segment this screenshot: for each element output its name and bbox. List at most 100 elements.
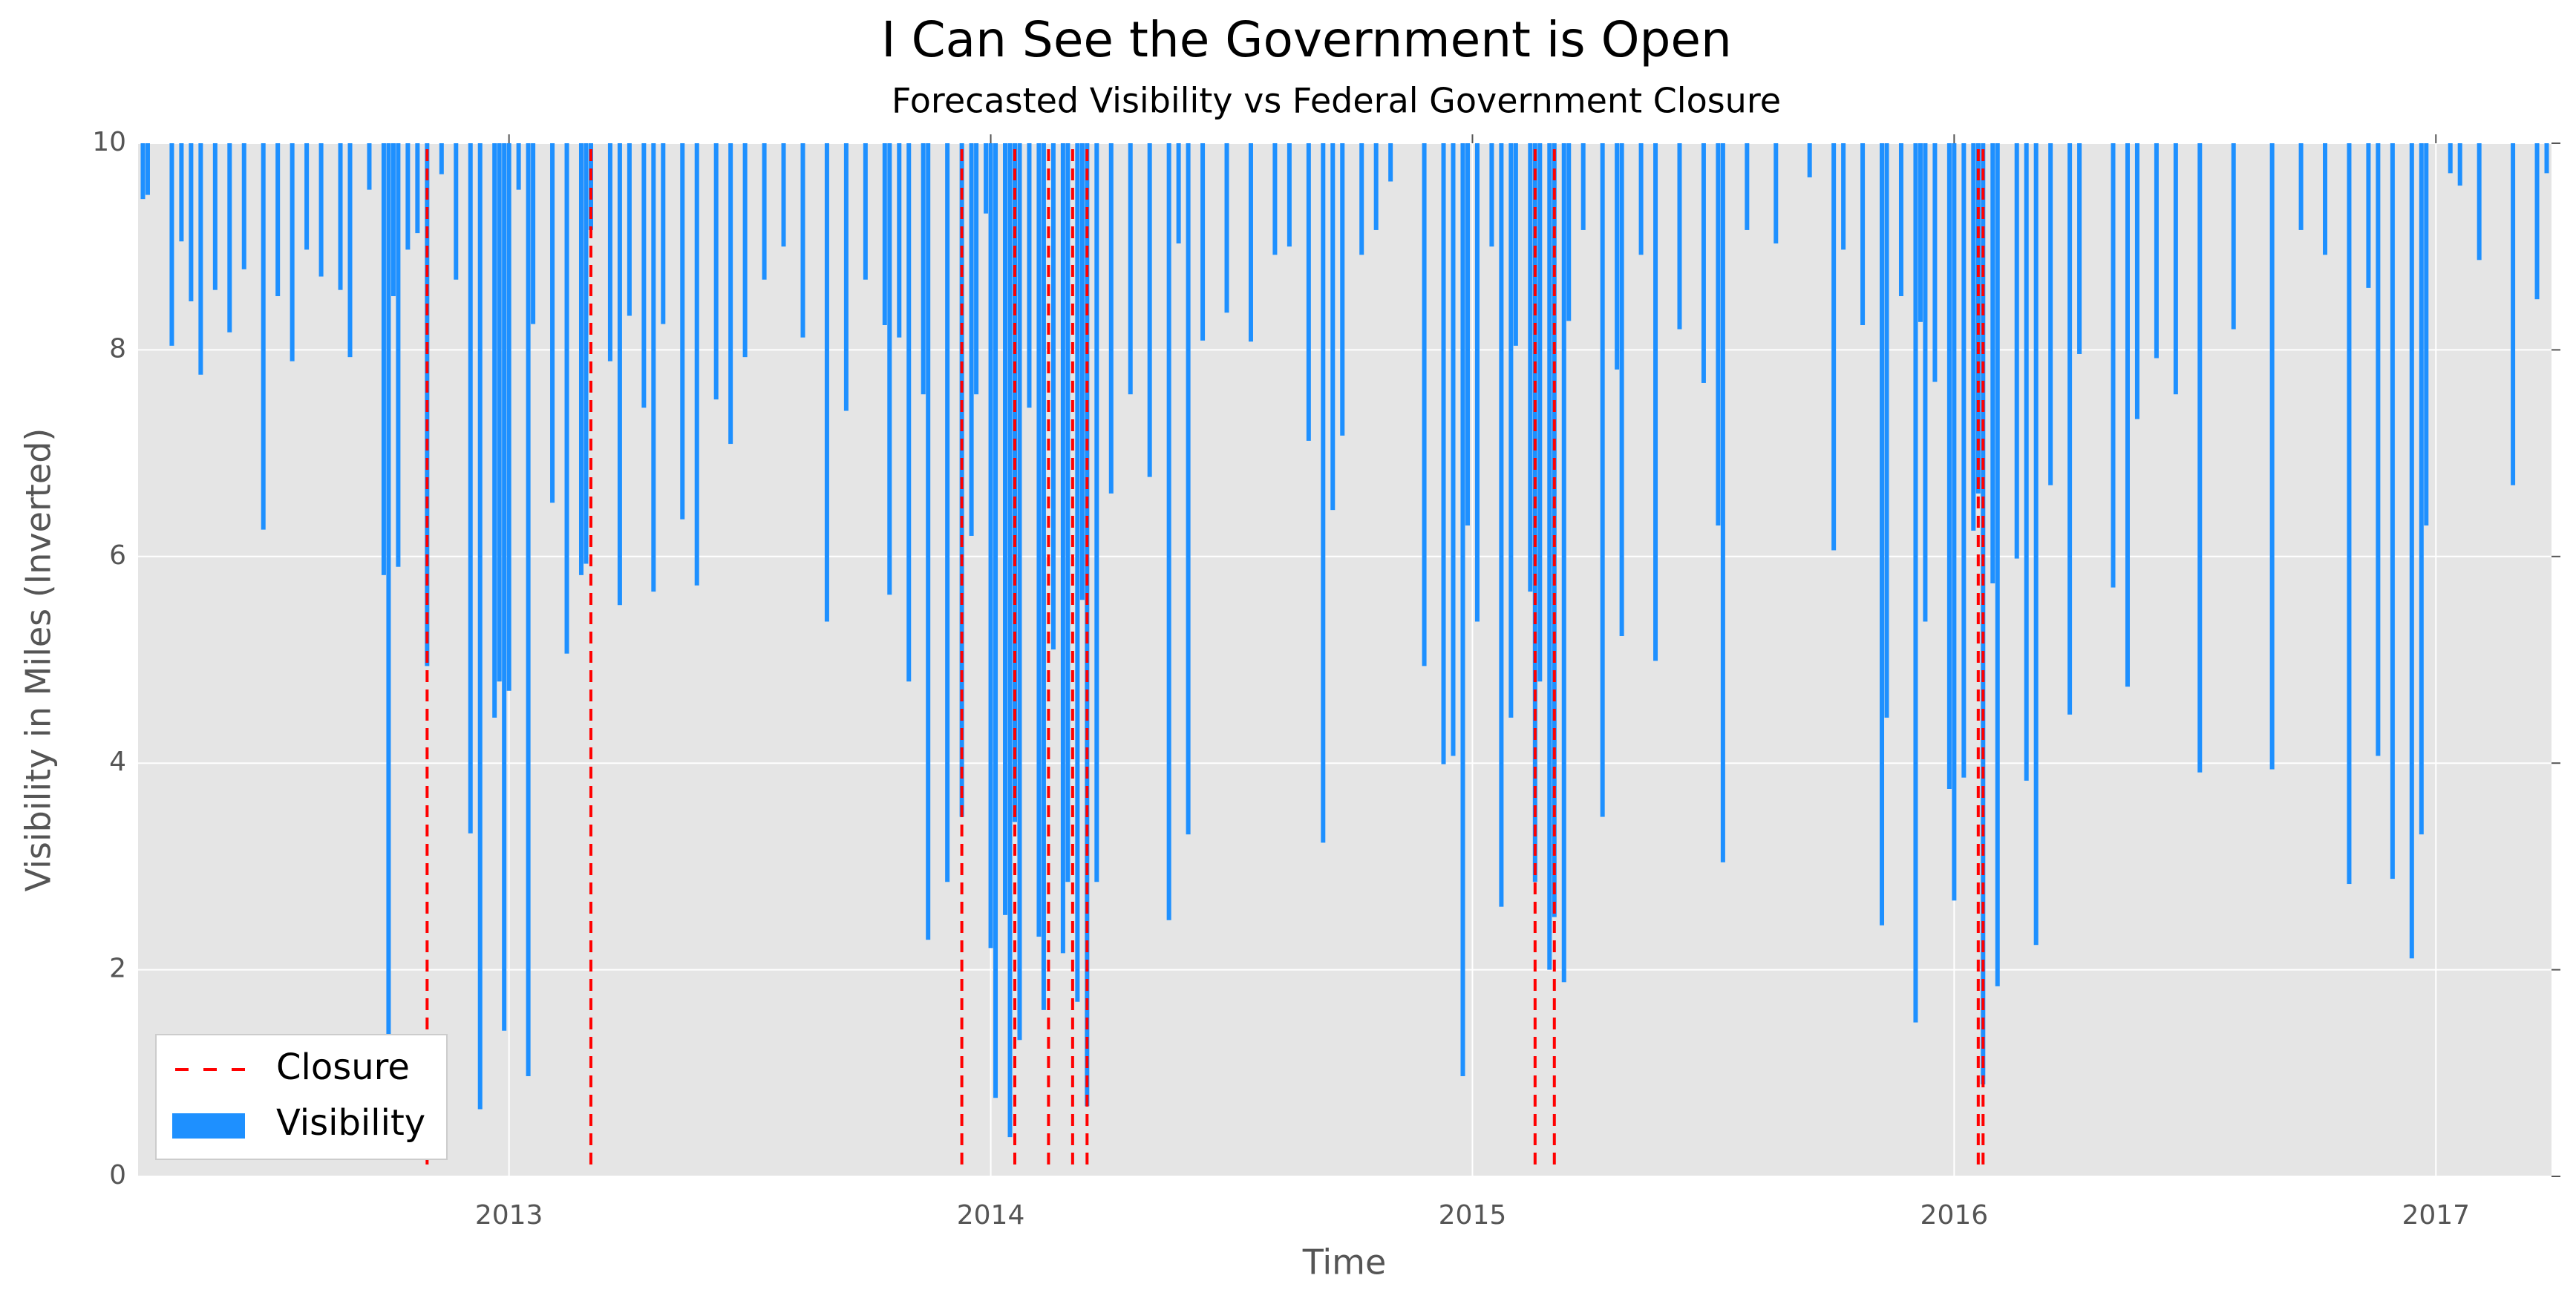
bar [993,143,998,1098]
bar [1552,143,1557,917]
bar [1841,143,1846,250]
bar [1036,143,1042,937]
bar [2111,143,2116,588]
y-tick-label: 8 [109,333,126,364]
bar [2376,143,2381,756]
bar [502,143,507,1031]
x-tick-label: 2015 [1439,1200,1507,1231]
bar [1003,143,1008,915]
bar [454,143,459,280]
bar [2424,143,2429,526]
bar [800,143,805,338]
bar [1108,143,1114,494]
bar [2067,143,2073,715]
bar [984,143,989,214]
bar [516,143,521,190]
legend-label: Closure [276,1046,410,1088]
bar [179,143,184,242]
bar [921,143,926,395]
bar [169,143,174,346]
bar [1932,143,1938,382]
bar [1465,143,1470,526]
bar [1489,143,1494,247]
bar [1600,143,1605,817]
bar [1716,143,1721,526]
bar [1880,143,1885,926]
bar [2197,143,2203,773]
bar [1085,143,1090,1107]
bar [1330,143,1336,511]
bar [1615,143,1620,370]
bar [1050,143,1056,650]
bar [1176,143,1181,244]
bar [2534,143,2540,300]
bar [1388,143,1393,182]
bar [1128,143,1133,395]
bar [1745,143,1750,230]
bar [2125,143,2130,687]
bar [1499,143,1504,907]
bar [2511,143,2516,485]
bar [1460,143,1465,1076]
bar [396,143,401,567]
bar [661,143,666,324]
bar [338,143,343,290]
x-tick-label: 2016 [1920,1200,1989,1231]
y-tick-label: 2 [109,954,126,984]
bar [781,143,786,247]
bar [2134,143,2139,419]
bar [1359,143,1364,255]
bar [1027,143,1032,408]
bar [578,143,583,575]
bar [1923,143,1928,622]
bar [2419,143,2424,835]
bar [651,143,656,592]
bar [926,143,931,940]
plot-background [138,143,2552,1176]
bar [227,143,232,333]
bar [1831,143,1837,551]
bar [762,143,767,280]
bar [1248,143,1253,342]
bar [1720,143,1725,862]
bar [145,143,150,195]
bar [863,143,868,280]
bar [390,143,396,297]
bar [713,143,719,400]
bar [415,143,420,234]
bar [969,143,974,536]
bar [2231,143,2236,330]
bar [468,143,473,833]
bar [1528,143,1533,592]
bar [140,143,146,200]
y-axis-label: Visibility in Miles (Inverted) [19,428,59,892]
x-tick-label: 2017 [2402,1200,2470,1231]
bar [945,143,950,882]
bar [2347,143,2352,885]
bar [2448,143,2453,174]
bar [974,143,979,395]
bar [290,143,295,361]
bar [477,143,483,1110]
bar [531,143,536,324]
bar [1860,143,1866,325]
bar [1580,143,1586,230]
bar [1975,143,1981,494]
bar [1547,143,1552,970]
bar [1306,143,1311,441]
chart-subtitle: Forecasted Visibility vs Federal Governm… [892,81,1781,121]
bar [1898,143,1903,297]
bar [1701,143,1706,383]
bar [1653,143,1658,661]
bar [261,143,266,530]
bar [1774,143,1779,244]
bar [2173,143,2178,395]
bar [617,143,622,606]
x-tick-label: 2013 [475,1200,543,1231]
bar [2154,143,2159,358]
bar [1807,143,1812,177]
bar [2014,143,2019,559]
bar [1508,143,1514,718]
bar [318,143,324,277]
